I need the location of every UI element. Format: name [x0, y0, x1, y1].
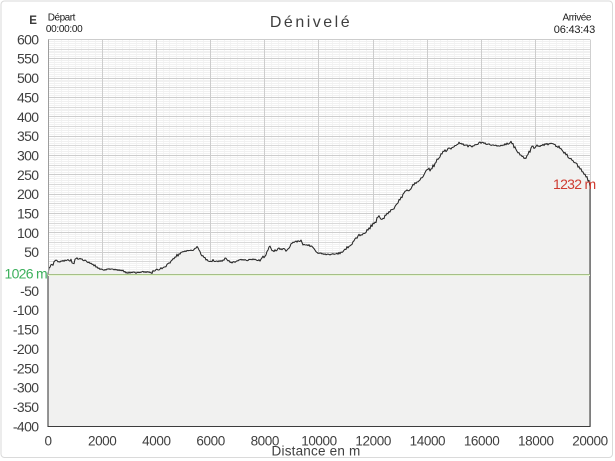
svg-text:14000: 14000	[410, 434, 446, 449]
svg-text:250: 250	[17, 167, 39, 183]
svg-text:600: 600	[17, 31, 39, 47]
svg-text:8000: 8000	[251, 434, 279, 449]
svg-text:18000: 18000	[518, 434, 554, 449]
svg-text:12000: 12000	[355, 434, 391, 449]
svg-text:1232 m: 1232 m	[553, 176, 596, 192]
svg-text:Dénivelé: Dénivelé	[270, 14, 352, 31]
svg-text:Distance en m: Distance en m	[272, 444, 361, 459]
svg-text:-50: -50	[20, 283, 39, 299]
svg-text:450: 450	[17, 89, 39, 105]
svg-text:-200: -200	[13, 341, 39, 357]
svg-text:1026 m: 1026 m	[5, 265, 48, 281]
svg-text:0: 0	[44, 434, 51, 449]
svg-text:-150: -150	[13, 322, 39, 338]
svg-text:150: 150	[17, 206, 39, 222]
svg-text:Départ: Départ	[48, 13, 76, 24]
svg-text:-100: -100	[13, 302, 39, 318]
svg-text:50: 50	[24, 244, 39, 260]
svg-text:400: 400	[17, 109, 39, 125]
svg-text:Arrivée: Arrivée	[562, 13, 591, 24]
svg-text:20000: 20000	[572, 434, 608, 449]
svg-text:06:43:43: 06:43:43	[554, 24, 595, 36]
svg-text:-250: -250	[13, 360, 39, 376]
svg-text:300: 300	[17, 148, 39, 164]
svg-text:550: 550	[17, 51, 39, 67]
svg-text:100: 100	[17, 225, 39, 241]
svg-text:-400: -400	[13, 418, 39, 434]
svg-text:-350: -350	[13, 399, 39, 415]
svg-text:16000: 16000	[464, 434, 500, 449]
svg-text:10000: 10000	[301, 434, 337, 449]
svg-text:-300: -300	[13, 380, 39, 396]
svg-text:4000: 4000	[142, 434, 170, 449]
svg-text:6000: 6000	[196, 434, 224, 449]
svg-text:00:00:00: 00:00:00	[46, 24, 83, 35]
svg-text:2000: 2000	[88, 434, 116, 449]
svg-text:500: 500	[17, 70, 39, 86]
svg-text:200: 200	[17, 186, 39, 202]
svg-text:350: 350	[17, 128, 39, 144]
svg-text:E: E	[29, 15, 37, 27]
